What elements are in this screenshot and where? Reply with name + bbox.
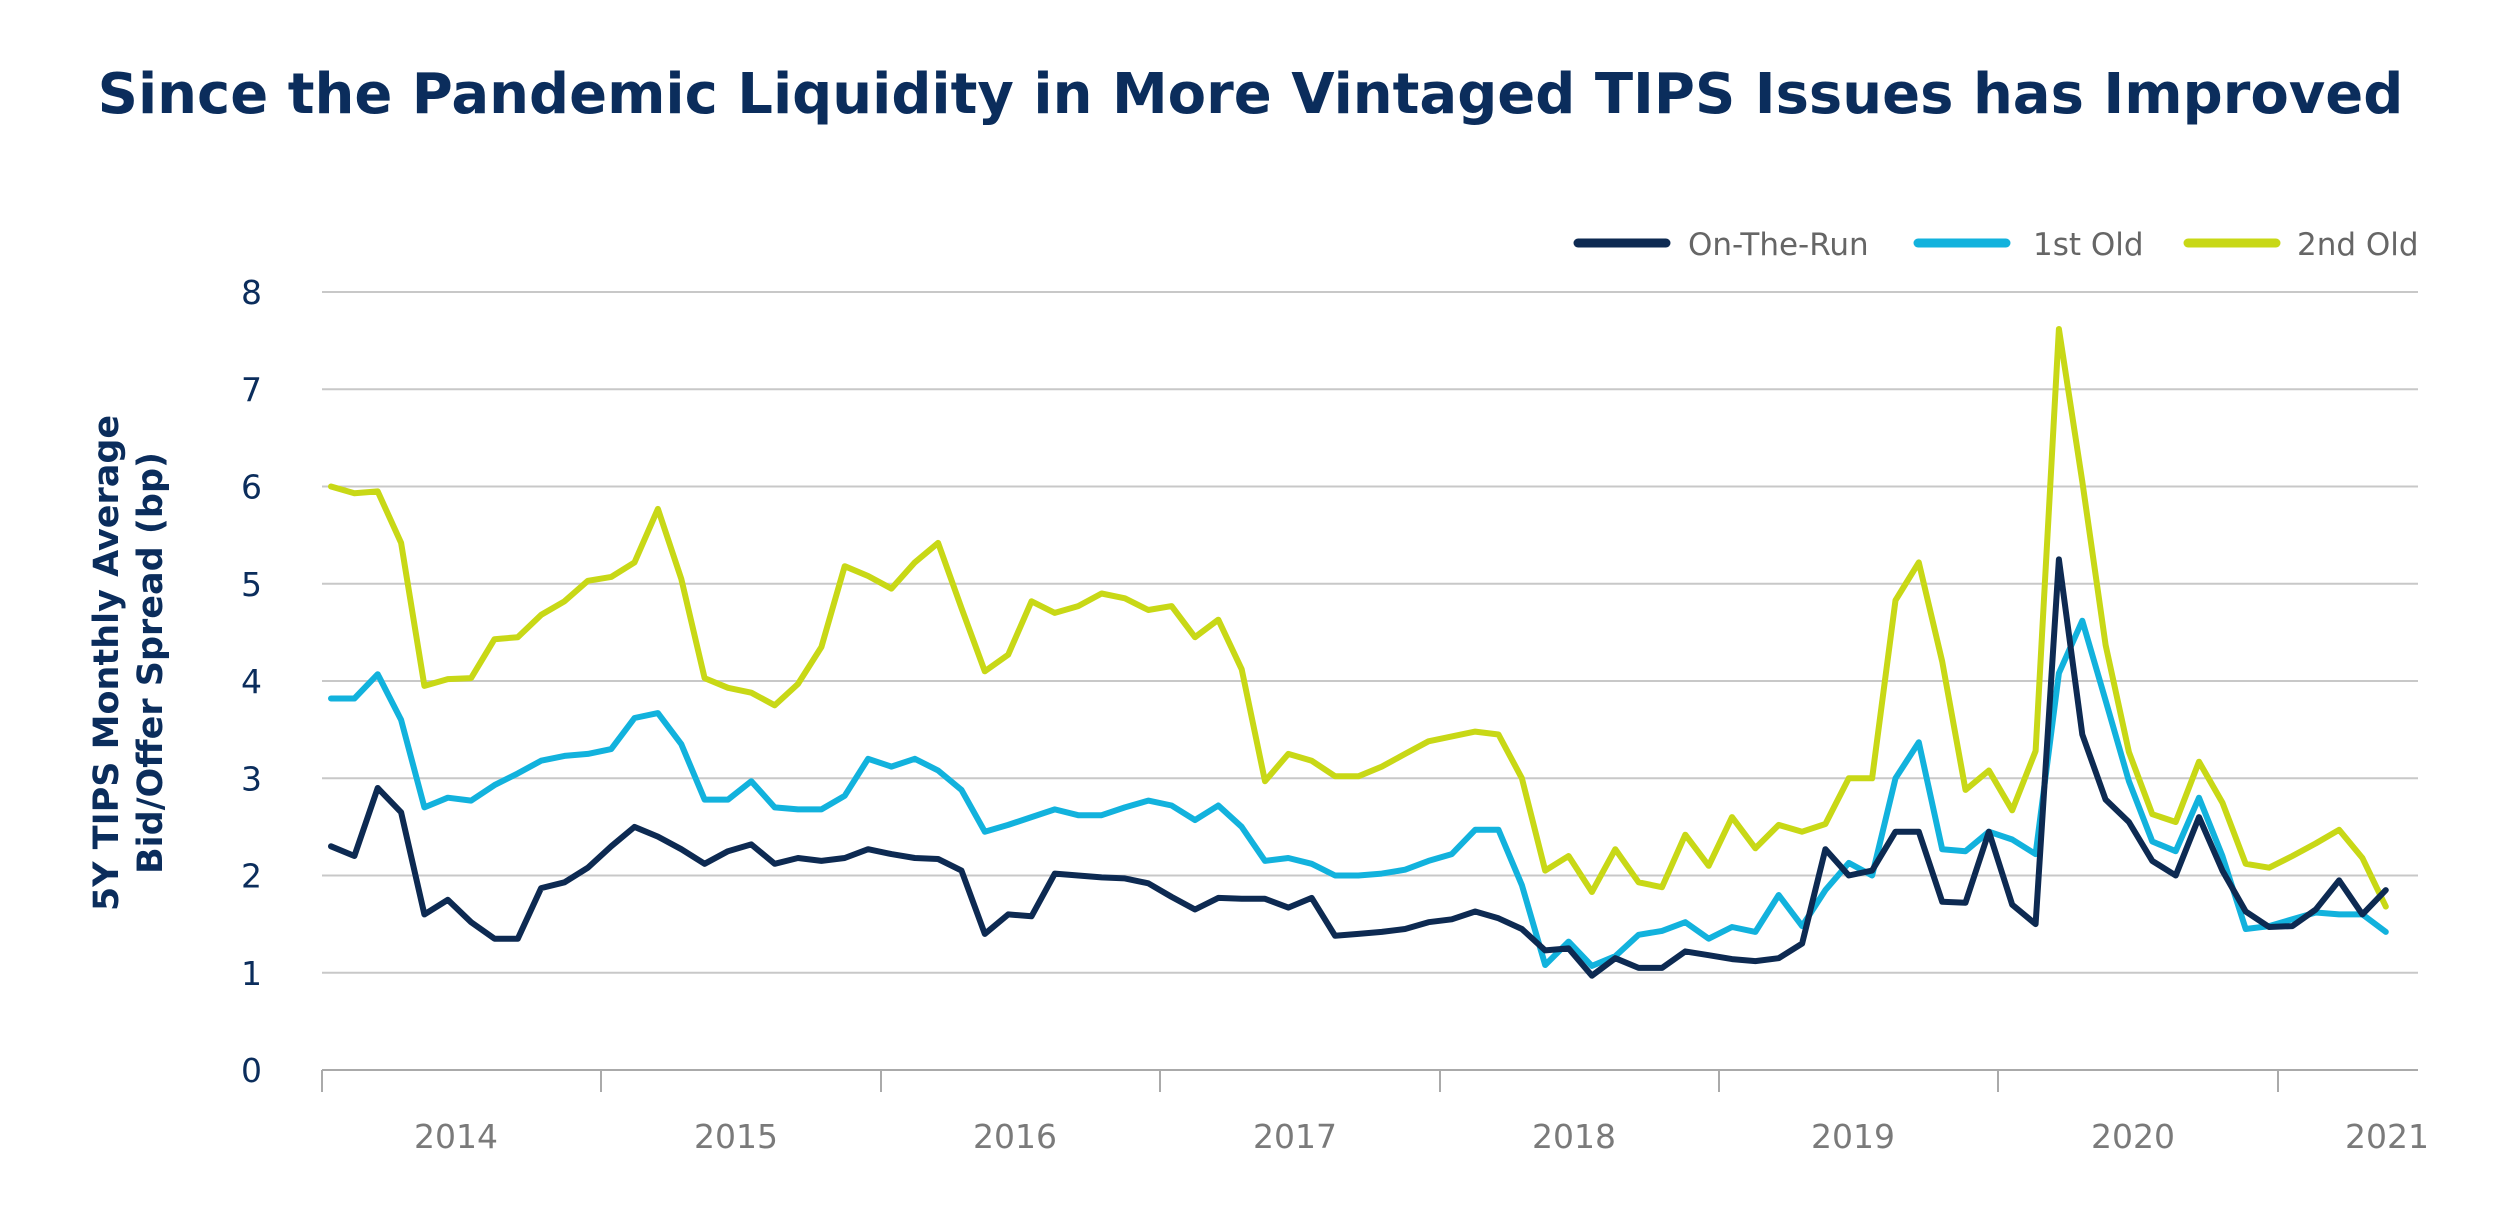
x-tick-label: 2019 bbox=[1811, 1117, 1895, 1156]
x-tick-label: 2014 bbox=[414, 1117, 498, 1156]
y-tick-label: 5 bbox=[241, 565, 262, 604]
y-tick-label: 7 bbox=[241, 370, 262, 409]
y-axis-label-line-2: Bid/Offer Spread (bp) bbox=[131, 452, 171, 874]
y-tick-label: 6 bbox=[241, 468, 262, 507]
series-line-2nd-old bbox=[328, 326, 2389, 910]
y-tick-label: 3 bbox=[241, 759, 262, 798]
x-tick-label: 2018 bbox=[1532, 1117, 1616, 1156]
y-tick-label: 4 bbox=[241, 662, 262, 701]
x-tick-label: 2015 bbox=[694, 1117, 778, 1156]
series-lines bbox=[328, 326, 2389, 979]
x-tick-label: 2016 bbox=[973, 1117, 1057, 1156]
y-tick-label: 1 bbox=[241, 954, 262, 993]
chart-title: Since the Pandemic Liquidity in More Vin… bbox=[97, 62, 2404, 127]
legend-label: 2nd Old bbox=[2297, 227, 2419, 263]
x-tick-label: 2020 bbox=[2091, 1117, 2175, 1156]
legend: On-The-Run 1st Old 2nd Old bbox=[1573, 227, 2419, 263]
x-tick-label: 2017 bbox=[1253, 1117, 1337, 1156]
x-axis bbox=[321, 1069, 2418, 1092]
y-tick-label: 2 bbox=[241, 857, 262, 896]
y-axis-ticks: 0 1 2 3 4 5 6 7 8 bbox=[241, 273, 262, 1090]
series-line-on-the-run bbox=[328, 556, 2389, 979]
y-tick-label: 8 bbox=[241, 273, 262, 312]
y-tick-label: 0 bbox=[241, 1051, 262, 1090]
y-axis-label-line-1: 5Y TIPS Monthly Average bbox=[87, 415, 127, 911]
x-tick-label: 2021 bbox=[2345, 1117, 2429, 1156]
legend-label: 1st Old bbox=[2033, 227, 2144, 263]
legend-label: On-The-Run bbox=[1688, 227, 1869, 263]
x-axis-ticks: 2014 2015 2016 2017 2018 2019 2020 2021 bbox=[414, 1117, 2429, 1156]
series-line-1st-old bbox=[328, 617, 2389, 969]
